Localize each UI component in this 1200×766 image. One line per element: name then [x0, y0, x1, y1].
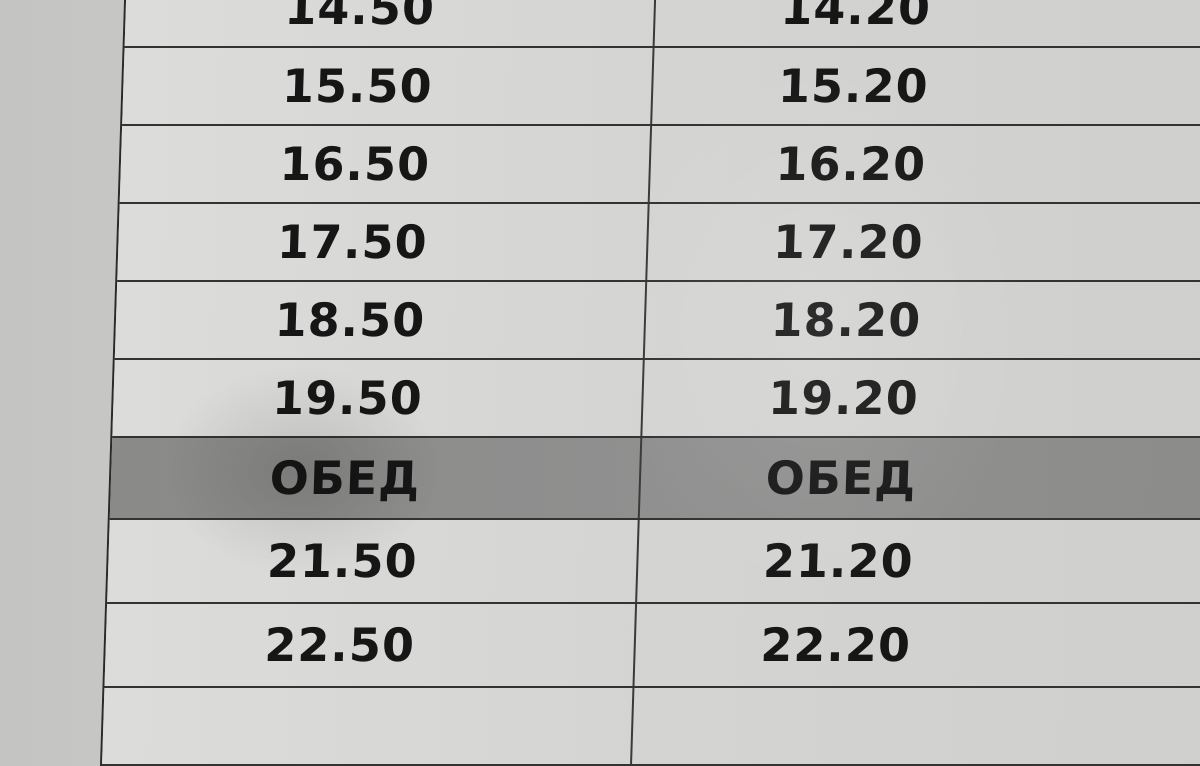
lunch-label: ОБЕД — [764, 451, 918, 505]
timetable: 14.50 14.20 15.50 15.20 16.50 16.20 17.5… — [99, 0, 1200, 766]
table-row-empty — [101, 688, 1200, 766]
empty-cell — [632, 688, 1200, 764]
departure-time: 15.50 — [122, 48, 655, 124]
table-row: 17.50 17.20 — [117, 204, 1200, 282]
table-row: 14.50 14.20 — [124, 0, 1200, 48]
table-row: 18.50 18.20 — [114, 282, 1200, 360]
lunch-label: ОБЕД — [109, 438, 643, 518]
table-row: 21.50 21.20 — [107, 520, 1200, 604]
table-row: 22.50 22.20 — [104, 604, 1200, 688]
return-time: 19.20 — [767, 371, 920, 425]
departure-time: 18.50 — [114, 282, 648, 358]
table-row: 19.50 19.20 — [112, 360, 1200, 438]
return-time: 22.20 — [759, 618, 912, 672]
return-time: 16.20 — [774, 137, 928, 191]
return-time: 14.20 — [779, 0, 932, 35]
table-row: 15.50 15.20 — [122, 48, 1200, 126]
departure-time: 22.50 — [104, 604, 638, 686]
empty-cell — [102, 688, 635, 764]
return-time: 18.20 — [769, 293, 923, 347]
departure-time: 21.50 — [107, 520, 640, 602]
table-row: 16.50 16.20 — [119, 126, 1200, 204]
departure-time: 16.50 — [119, 126, 653, 202]
departure-time: 17.50 — [117, 204, 650, 280]
departure-time: 14.50 — [124, 0, 658, 46]
departure-time: 19.50 — [112, 360, 645, 436]
return-time: 17.20 — [772, 215, 925, 269]
lunch-row: ОБЕД ОБЕД — [109, 438, 1200, 520]
return-time: 21.20 — [762, 534, 915, 588]
return-time: 15.20 — [777, 59, 930, 113]
